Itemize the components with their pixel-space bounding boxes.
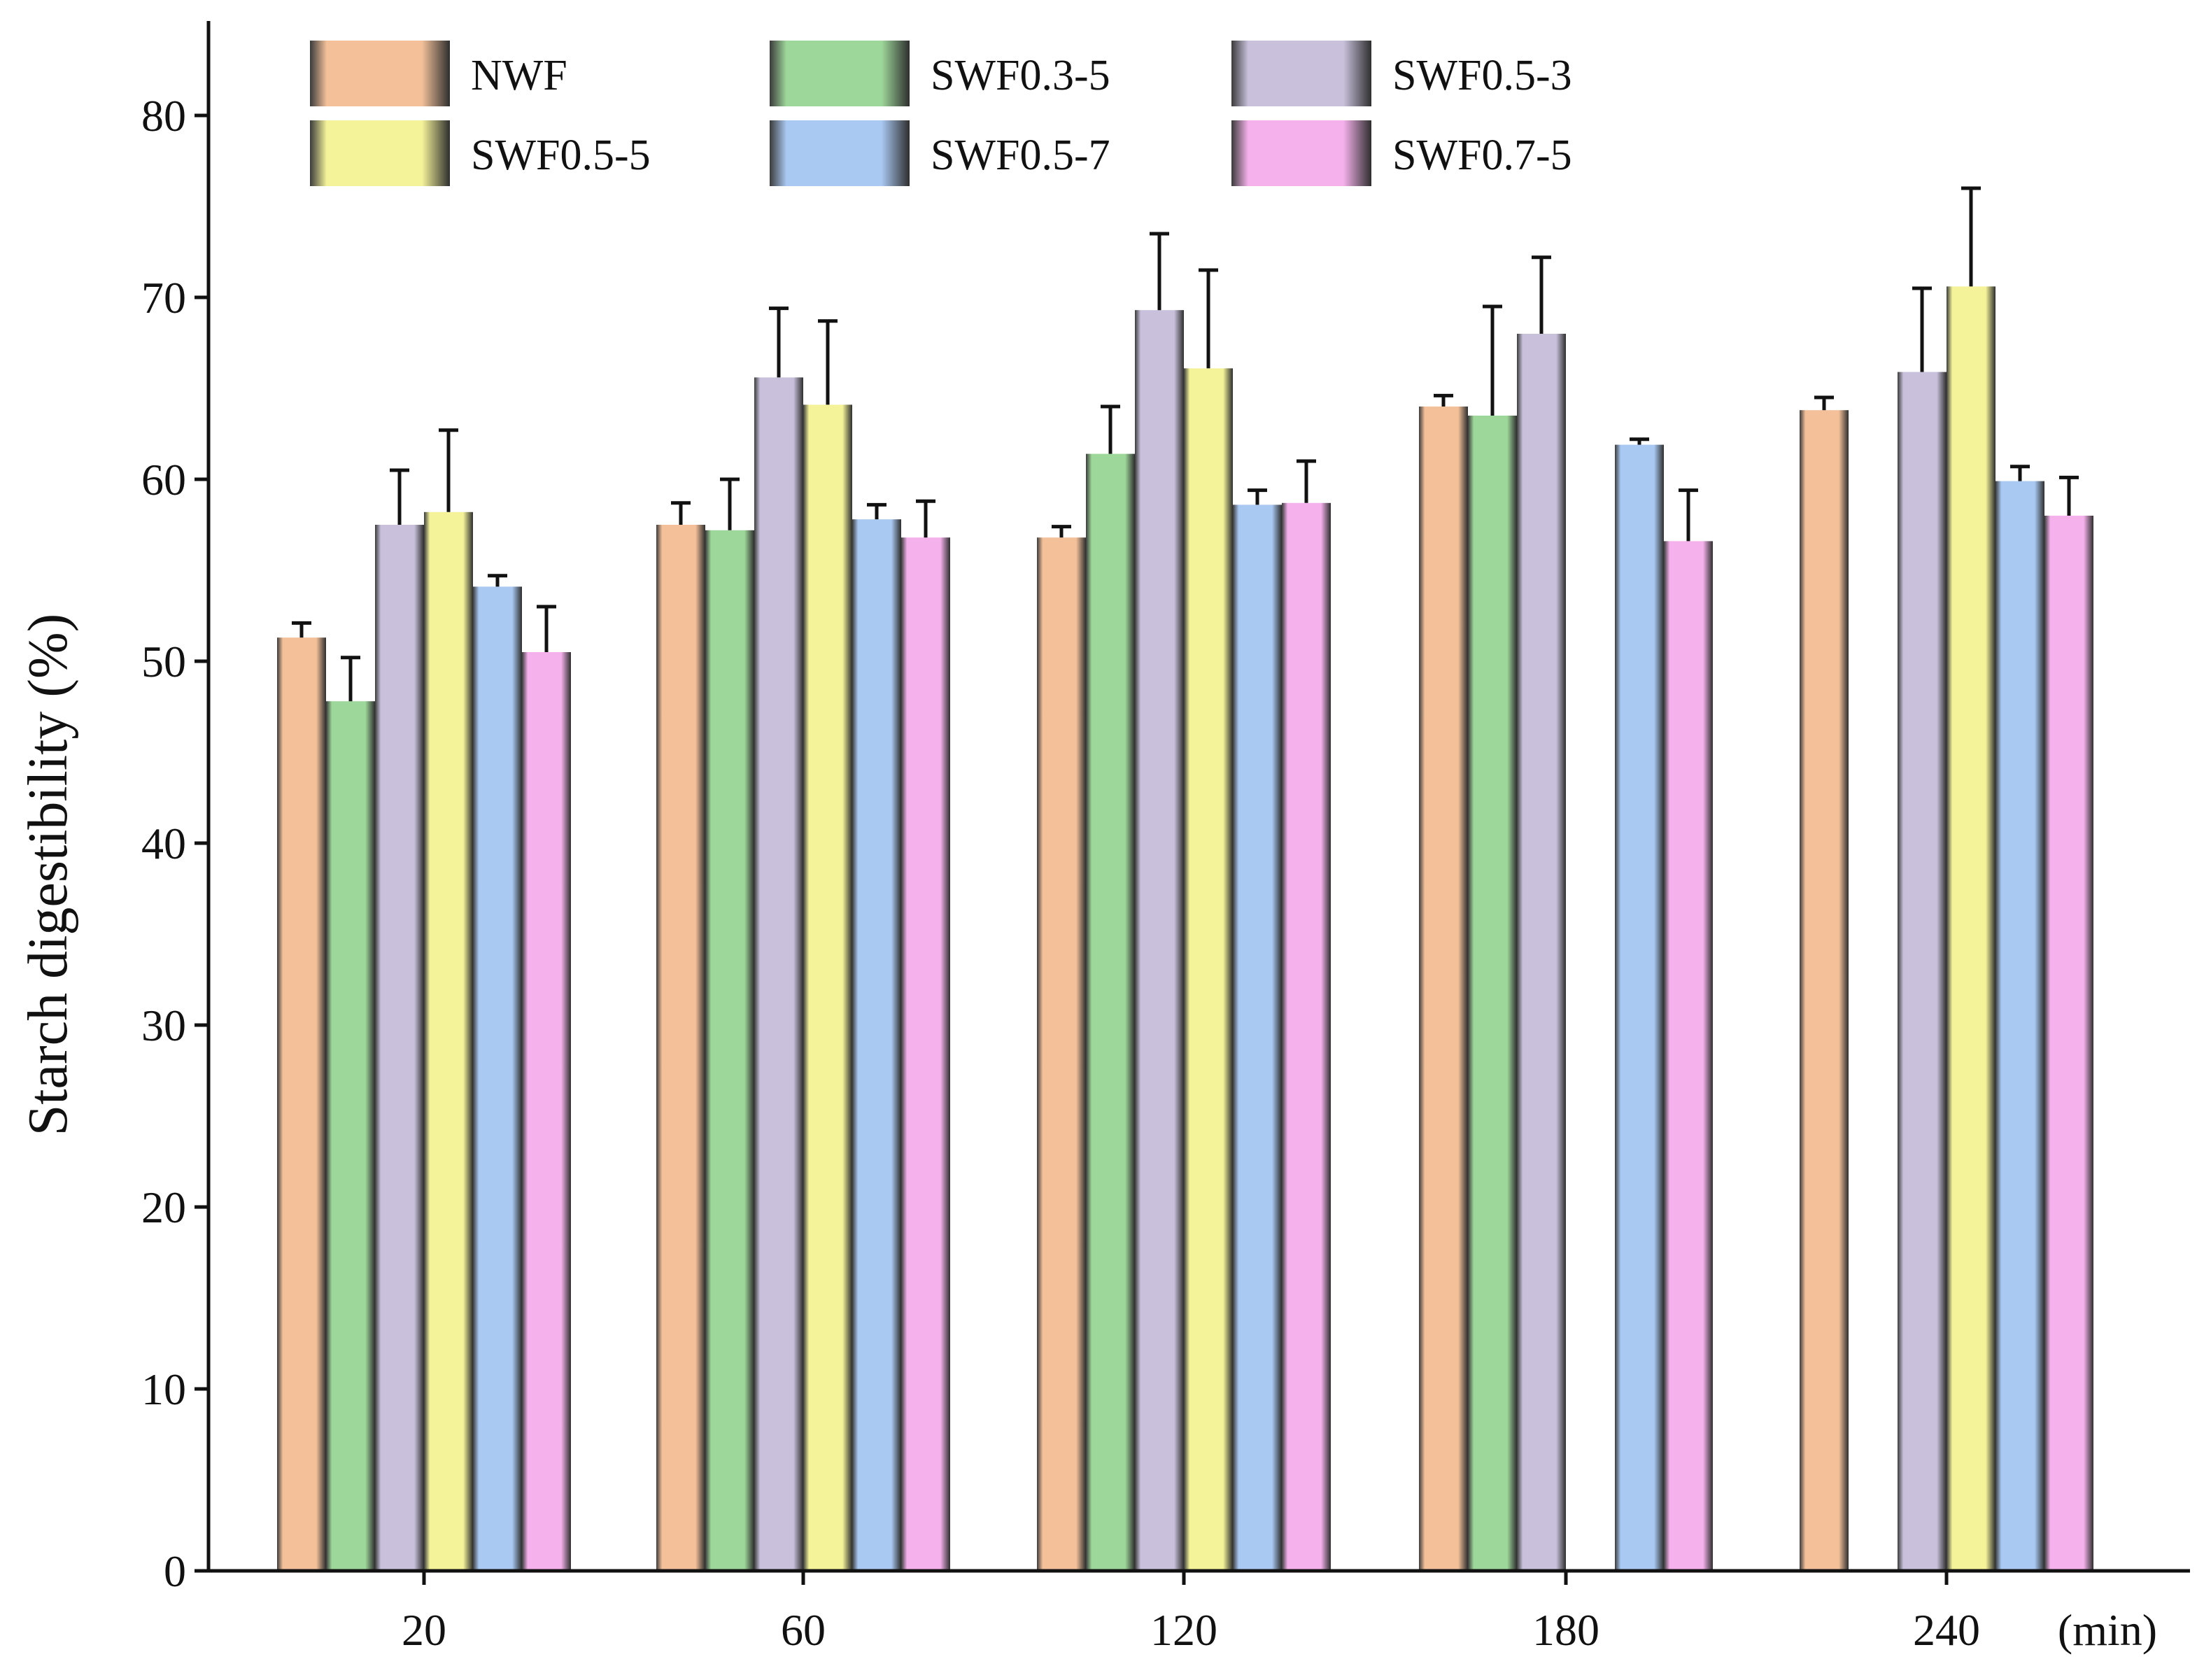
y-tick-label-50: 50 [141, 637, 186, 686]
bar-NWF-20 [277, 637, 326, 1572]
x-tick-label-120: 120 [1150, 1605, 1217, 1655]
bar-SWF0.5-3-120 [1135, 310, 1184, 1572]
bar-SWF0.5-5-60 [803, 404, 852, 1571]
bar-SWF0.5-7-120 [1233, 504, 1282, 1571]
legend-item-SWF0.5-3: SWF0.5-3 [1231, 41, 1572, 106]
x-tick-label-20: 20 [402, 1605, 446, 1655]
legend-swatch-SWF0.5-7 [770, 120, 910, 186]
bar-SWF0.7-5-240 [2044, 516, 2093, 1571]
bar-SWF0.5-3-180 [1517, 334, 1566, 1571]
legend-label-SWF0.5-7: SWF0.5-7 [931, 132, 1110, 179]
y-tick-label-70: 70 [141, 273, 186, 323]
y-tick-label-10: 10 [141, 1364, 186, 1414]
y-tick-label-0: 0 [164, 1546, 186, 1596]
legend-item-SWF0.5-5: SWF0.5-5 [310, 120, 651, 186]
legend-item-SWF0.5-7: SWF0.5-7 [770, 120, 1110, 186]
legend-label-NWF: NWF [471, 52, 567, 99]
legend-item-NWF: NWF [310, 41, 567, 106]
y-tick-label-80: 80 [141, 91, 186, 141]
bar-SWF0.3-5-180 [1468, 416, 1517, 1571]
x-tick-label-60: 60 [781, 1605, 826, 1655]
axes-layer: 0 10 20 30 40 50 60 70 80 20 60 120 180 240 [141, 21, 2190, 1655]
x-tick-label-240: 240 [1913, 1605, 1980, 1655]
bar-SWF0.7-5-60 [901, 537, 950, 1572]
bar-SWF0.5-3-60 [754, 377, 803, 1571]
bar-SWF0.7-5-120 [1282, 502, 1331, 1571]
error-bars-layer [292, 186, 2079, 702]
bars-layer [277, 286, 2093, 1572]
bar-SWF0.7-5-180 [1664, 541, 1713, 1571]
legend-label-SWF0.5-3: SWF0.5-3 [1392, 52, 1572, 99]
bar-SWF0.5-7-60 [852, 519, 901, 1572]
legend: NWF SWF0.3-5 SWF0.5-3 SWF0.5-5 SWF0.5-7 SWF0.… [310, 41, 1572, 186]
legend-label-SWF0.7-5: SWF0.7-5 [1392, 132, 1572, 179]
bar-SWF0.5-5-20 [424, 511, 473, 1571]
x-axis-unit-label: (min) [2058, 1605, 2157, 1655]
bar-NWF-120 [1037, 537, 1086, 1572]
bar-NWF-60 [656, 525, 705, 1571]
bar-NWF-240 [1800, 410, 1849, 1572]
legend-label-SWF0.3-5: SWF0.3-5 [931, 52, 1110, 99]
x-tick-label-180: 180 [1532, 1605, 1599, 1655]
bar-SWF0.5-5-120 [1184, 368, 1233, 1571]
bar-SWF0.3-5-120 [1086, 453, 1135, 1571]
bar-SWF0.5-7-20 [473, 586, 522, 1571]
legend-swatch-SWF0.7-5 [1231, 120, 1371, 186]
bar-SWF0.3-5-60 [705, 530, 754, 1571]
legend-swatch-SWF0.5-3 [1231, 41, 1371, 106]
bar-SWF0.3-5-20 [326, 701, 375, 1572]
bar-NWF-180 [1419, 407, 1468, 1571]
legend-swatch-NWF [310, 41, 450, 106]
bar-SWF0.5-7-180 [1615, 444, 1664, 1571]
bar-SWF0.5-3-20 [375, 525, 424, 1571]
bar-SWF0.5-3-240 [1898, 372, 1947, 1571]
legend-item-SWF0.7-5: SWF0.7-5 [1231, 120, 1572, 186]
y-axis-title: Starch digestibility (%) [17, 614, 79, 1136]
y-tick-label-20: 20 [141, 1183, 186, 1232]
y-tick-label-30: 30 [141, 1001, 186, 1050]
y-tick-label-40: 40 [141, 819, 186, 868]
y-tick-label-60: 60 [141, 455, 186, 504]
legend-label-SWF0.5-5: SWF0.5-5 [471, 132, 651, 179]
legend-swatch-SWF0.3-5 [770, 41, 910, 106]
bar-SWF0.7-5-20 [522, 652, 571, 1571]
bar-SWF0.5-7-240 [1995, 481, 2044, 1571]
legend-item-SWF0.3-5: SWF0.3-5 [770, 41, 1110, 106]
legend-swatch-SWF0.5-5 [310, 120, 450, 186]
bar-SWF0.5-5-240 [1947, 286, 1995, 1571]
